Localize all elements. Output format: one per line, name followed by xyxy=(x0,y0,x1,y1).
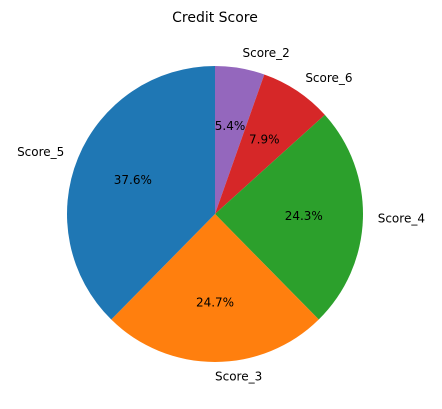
chart-title: Credit Score xyxy=(172,10,258,26)
pct-label-score-4: 24.3% xyxy=(285,209,323,223)
pie-slice-score-2 xyxy=(215,66,265,214)
pie-slices xyxy=(67,66,364,363)
slice-label-score-3: Score_3 xyxy=(215,369,262,383)
pie-slice-score-6 xyxy=(215,74,325,215)
slice-label-score-5: Score_5 xyxy=(17,145,64,159)
slice-label-score-4: Score_4 xyxy=(378,211,425,225)
pct-label-score-5: 37.6% xyxy=(114,173,152,187)
pie-labels: Score_2 5.4% Score_6 7.9% Score_4 24.3% Score_… xyxy=(17,46,425,383)
pct-label-score-2: 5.4% xyxy=(215,119,246,133)
slice-label-score-2: Score_2 xyxy=(243,46,290,60)
pct-label-score-3: 24.7% xyxy=(196,295,234,309)
pie-slice-score-3 xyxy=(111,214,319,363)
pie-slice-score-4 xyxy=(215,114,364,320)
pct-label-score-6: 7.9% xyxy=(249,133,280,147)
pie-slice-score-5 xyxy=(67,66,216,320)
slice-label-score-6: Score_6 xyxy=(305,71,352,85)
